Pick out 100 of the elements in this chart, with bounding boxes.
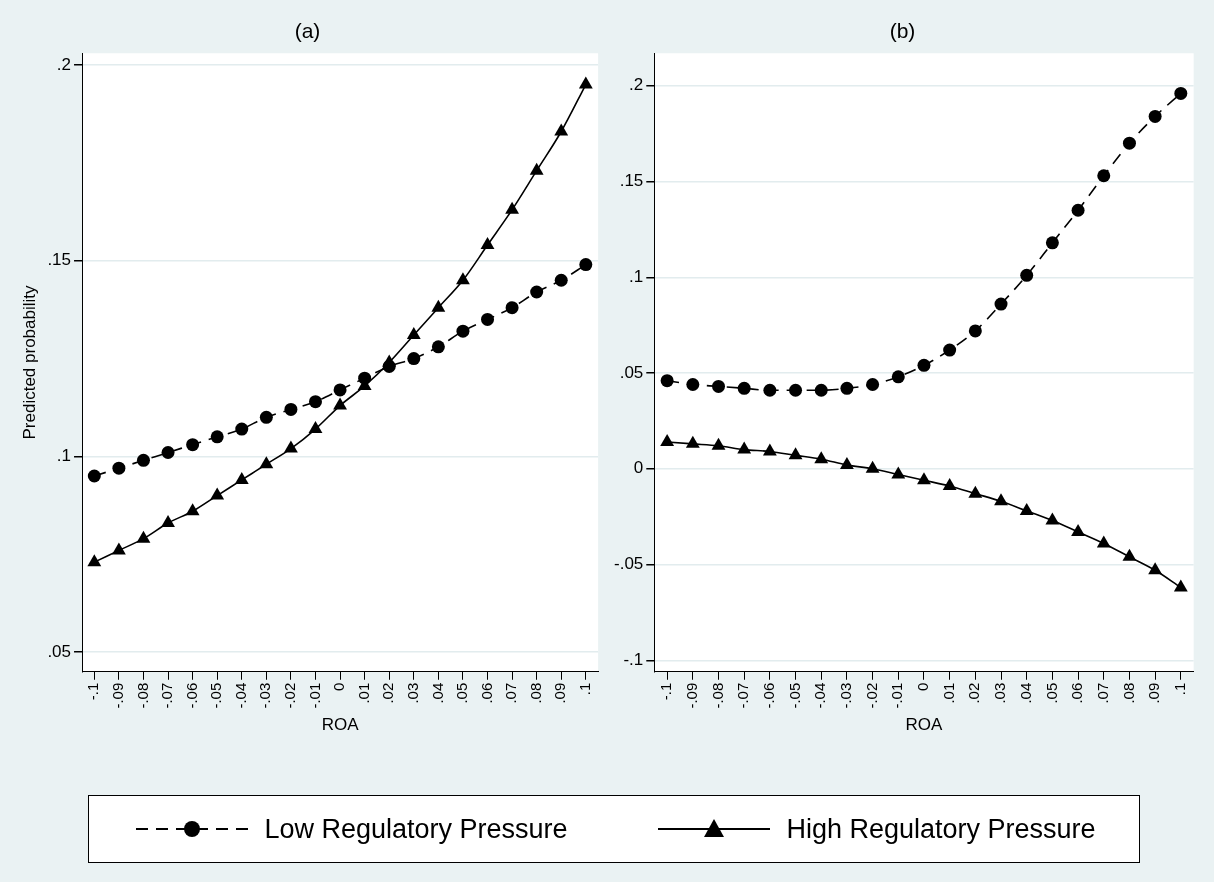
point [994, 297, 1008, 311]
point [308, 421, 323, 434]
point [1019, 502, 1034, 515]
y-tick-label: .15 [619, 171, 644, 191]
point [968, 485, 983, 498]
point [968, 324, 982, 338]
y-tick-label: -.05 [614, 554, 644, 574]
x-tick-label: .07 [1093, 682, 1111, 704]
point [112, 461, 126, 475]
point [161, 446, 175, 460]
legend-label: High Regulatory Pressure [786, 813, 1096, 845]
x-tick-label: .03 [403, 682, 421, 704]
y-tick-label: .15 [47, 250, 72, 270]
legend-label: Low Regulatory Pressure [264, 813, 568, 845]
y-tick-label: 0 [633, 458, 644, 478]
x-tick-label: .02 [965, 682, 983, 704]
point [505, 301, 519, 315]
point [866, 378, 880, 391]
y-tick-label: .2 [629, 75, 644, 95]
point [283, 440, 298, 453]
point [234, 471, 249, 484]
point [210, 430, 224, 444]
point [1122, 548, 1137, 561]
chart-title: (b) [889, 19, 916, 43]
x-tick-label: -.08 [133, 682, 151, 709]
point [529, 162, 544, 175]
point [737, 381, 751, 395]
point [505, 201, 520, 214]
point [1173, 579, 1188, 592]
point [1096, 535, 1111, 548]
y-tick-label: .1 [56, 446, 72, 466]
x-tick-label: .02 [379, 682, 397, 704]
point [814, 383, 828, 397]
x-tick-label: -.03 [256, 682, 274, 709]
point [737, 441, 752, 454]
point [111, 542, 126, 555]
x-tick-label: .06 [477, 682, 495, 704]
point [382, 359, 396, 373]
x-tick-label: .05 [453, 682, 471, 704]
x-tick-label: -.05 [207, 682, 225, 709]
x-tick-label: -.01 [888, 682, 906, 709]
x-tick-label: .1 [1170, 682, 1188, 696]
x-tick-label: -.05 [785, 682, 803, 709]
x-tick-label: -.02 [281, 682, 299, 709]
point [530, 285, 544, 299]
point [660, 433, 675, 446]
x-tick-label: -.06 [760, 682, 778, 709]
point [788, 447, 803, 460]
point [1045, 512, 1060, 525]
x-tick-label: .08 [526, 682, 544, 704]
x-tick-label: .06 [1068, 682, 1086, 704]
point [431, 340, 445, 354]
x-axis-title: ROA [321, 715, 360, 735]
x-tick-label: .09 [1145, 682, 1163, 704]
point [284, 402, 298, 416]
x-tick-label: 0 [330, 682, 348, 692]
point [259, 456, 274, 469]
point [407, 352, 421, 366]
point [333, 397, 347, 410]
point [235, 422, 249, 436]
point [917, 358, 931, 372]
point [685, 435, 700, 448]
point [1148, 109, 1162, 123]
point [865, 460, 880, 473]
y-tick-label: .05 [47, 641, 72, 661]
point [891, 370, 905, 384]
point [186, 438, 200, 452]
point [161, 514, 175, 527]
point [210, 487, 225, 500]
point [579, 258, 593, 272]
point [839, 456, 854, 469]
point [942, 478, 957, 490]
point [763, 383, 777, 397]
point [1122, 136, 1136, 150]
x-tick-label: -.1 [84, 682, 102, 701]
x-tick-label: -.09 [109, 682, 127, 709]
point [136, 453, 150, 467]
x-tick-label: .01 [354, 682, 372, 704]
point [1071, 523, 1085, 536]
x-tick-label: .04 [428, 682, 446, 704]
point [1174, 86, 1188, 100]
point [480, 237, 495, 250]
point [87, 469, 101, 483]
x-tick-label: .04 [1016, 682, 1034, 704]
point [1045, 236, 1059, 250]
point [1148, 562, 1163, 575]
x-tick-label: -.09 [682, 682, 700, 709]
x-tick-label: .07 [502, 682, 520, 704]
point [891, 466, 906, 479]
x-tick-label: -.1 [657, 682, 675, 701]
x-tick-label: -.01 [305, 682, 323, 709]
point [259, 410, 273, 424]
point [578, 76, 593, 89]
x-tick-label: 0 [914, 682, 932, 692]
point [686, 378, 700, 391]
x-tick-label: -.07 [734, 682, 752, 709]
x-tick-label: .1 [575, 682, 593, 696]
point [406, 327, 421, 340]
x-tick-label: -.04 [231, 682, 249, 709]
point [814, 451, 829, 464]
